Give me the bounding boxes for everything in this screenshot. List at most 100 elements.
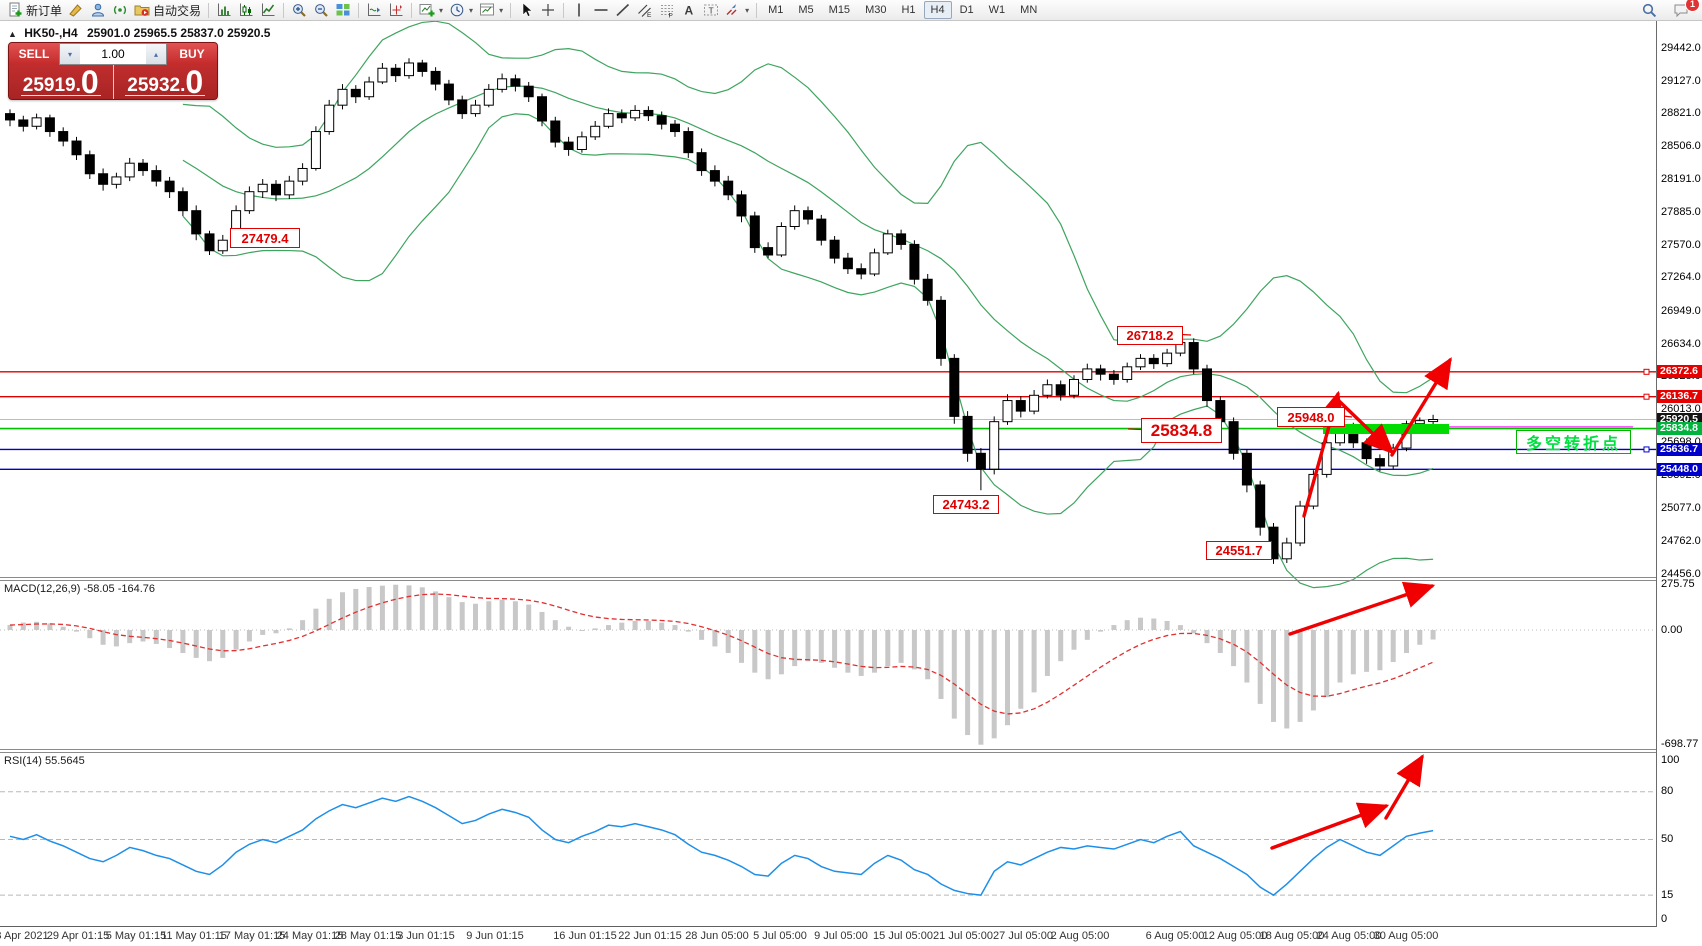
chart-line-button[interactable]: [257, 1, 279, 19]
timeframe-button-d1[interactable]: D1: [959, 4, 974, 16]
vline-tool-button[interactable]: [568, 1, 590, 19]
rsi-line: [9, 795, 1434, 897]
buy-button[interactable]: BUY: [167, 43, 217, 65]
price-axis-border: [1656, 21, 1657, 927]
price-axis-badge: 25448.0: [1657, 462, 1702, 476]
time-axis-label: 28 Jun 05:00: [685, 930, 749, 942]
volume-input[interactable]: [80, 44, 146, 64]
brush-icon[interactable]: [65, 1, 87, 19]
crosshair-tool-button[interactable]: [537, 1, 559, 19]
volume-decrease-button[interactable]: ▾: [60, 44, 80, 64]
timeframe-button-h4[interactable]: H4: [923, 1, 952, 19]
chevron-down-icon[interactable]: ▾: [745, 5, 750, 15]
time-axis-label: 5 Jul 05:00: [753, 930, 807, 942]
fibonacci-tool-icon: F: [661, 5, 674, 18]
new-order-icon: [9, 2, 22, 17]
chevron-down-icon[interactable]: ▾: [469, 5, 474, 15]
zoom-out-icon: [315, 4, 328, 17]
buy-price[interactable]: 25932 . 0: [112, 65, 218, 99]
price-axis-tick: 27264.0: [1661, 271, 1701, 284]
time-axis-label: 9 Jul 05:00: [814, 930, 868, 942]
tile-windows-icon: [336, 4, 350, 16]
notifications-button[interactable]: 1: [1670, 0, 1700, 19]
timeframe-button-h1[interactable]: H1: [901, 4, 916, 16]
panel-separator[interactable]: [0, 577, 1656, 578]
time-axis-label: 27 Jul 05:00: [993, 930, 1053, 942]
hline-tool-icon: [594, 9, 608, 11]
time-axis-label: 15 Jul 05:00: [873, 930, 933, 942]
svg-text:T: T: [709, 6, 714, 16]
time-axis-label: 24 Aug 05:00: [1316, 930, 1382, 942]
price-axis-tick: 24456.0: [1661, 567, 1701, 580]
zoom-in-button[interactable]: [288, 1, 310, 19]
price-annotation[interactable]: 25948.0: [1277, 407, 1345, 427]
period-menu-button[interactable]: ▾: [446, 1, 476, 19]
price-annotation[interactable]: 27479.4: [230, 228, 300, 248]
turning-point-annotation[interactable]: 多空转折点: [1516, 430, 1631, 454]
tile-windows-button[interactable]: [332, 1, 354, 19]
profile-icon[interactable]: [87, 1, 109, 19]
panel-separator[interactable]: [0, 580, 1656, 581]
vline-tool-icon: [578, 3, 580, 17]
arrows-tool-button[interactable]: ▾: [722, 1, 752, 19]
price-annotation[interactable]: 24551.7: [1206, 541, 1272, 560]
symbol-period-label: HK50-,H4: [24, 26, 78, 40]
chevron-down-icon[interactable]: ▾: [439, 5, 444, 15]
signals-icon[interactable]: [109, 1, 131, 19]
add-indicator-button[interactable]: ▾: [416, 1, 446, 19]
trendline-tool-button[interactable]: [612, 1, 634, 19]
time-axis-label: 11 May 01:15: [161, 930, 227, 942]
price-axis-tick: 25077.0: [1661, 501, 1701, 514]
sell-button[interactable]: SELL: [9, 43, 59, 65]
chevron-down-icon[interactable]: ▾: [499, 5, 504, 15]
template-button[interactable]: ▾: [476, 1, 506, 19]
time-axis-label: 30 Aug 05:00: [1373, 930, 1439, 942]
time-axis-label: 29 Apr 01:15: [46, 930, 110, 942]
candlestick-layer: [5, 58, 1439, 564]
collapse-panel-icon[interactable]: ▲: [8, 29, 17, 39]
quote-line: ▲ HK50-,H4 25901.0 25965.5 25837.0 25920…: [8, 26, 270, 40]
trendline-tool-icon: [616, 3, 630, 17]
sell-price[interactable]: 25919 . 0: [9, 65, 113, 99]
panel-separator[interactable]: [0, 749, 1656, 750]
chart-candles-button[interactable]: [235, 1, 257, 19]
toolbar-separator: [563, 2, 565, 18]
label-tool-button[interactable]: T: [700, 1, 722, 19]
timeframe-button-mn[interactable]: MN: [1020, 4, 1038, 16]
horizontal-level-lines[interactable]: [0, 368, 1656, 471]
volume-increase-button[interactable]: ▴: [146, 44, 166, 64]
timeframe-button-w1[interactable]: W1: [988, 4, 1006, 16]
channel-tool-button[interactable]: E: [634, 1, 656, 19]
rsi-axis-tick: 50: [1661, 833, 1674, 845]
price-annotation[interactable]: 25834.8: [1141, 418, 1222, 443]
text-tool-button[interactable]: A: [678, 1, 700, 19]
price-annotation[interactable]: 24743.2: [933, 495, 999, 514]
time-axis-border: [0, 926, 1656, 927]
indicators-window-button[interactable]: [363, 1, 385, 19]
chart-bars-button[interactable]: [213, 1, 235, 19]
fibonacci-tool-button[interactable]: F: [656, 1, 678, 19]
hline-tool-button[interactable]: [590, 1, 612, 19]
price-axis-tick: 29442.0: [1661, 41, 1701, 54]
panel-separator[interactable]: [0, 752, 1656, 753]
label-tool-icon: T: [704, 4, 719, 16]
zoom-out-button[interactable]: [310, 1, 332, 19]
auto-trading-button[interactable]: 自动交易: [131, 1, 204, 20]
cursor-tool-button[interactable]: [515, 1, 537, 19]
timeframe-button-m15[interactable]: M15: [828, 4, 851, 16]
data-window-button[interactable]: [385, 1, 407, 19]
volume-stepper: ▾ ▴: [59, 43, 167, 65]
price-annotation[interactable]: 26718.2: [1117, 326, 1183, 345]
cursor-tool-icon: [522, 2, 533, 17]
trend-arrows[interactable]: [1127, 333, 1452, 850]
timeframe-button-m30[interactable]: M30: [865, 4, 887, 16]
toolbar-separator: [411, 2, 413, 18]
timeframe-button-m5[interactable]: M5: [798, 4, 814, 16]
search-button[interactable]: [1638, 1, 1660, 19]
new-order-button[interactable]: 新订单: [4, 1, 65, 20]
toolbar-separator: [208, 2, 210, 18]
time-axis-label: 18 Aug 05:00: [1259, 930, 1325, 942]
toolbar-separator: [358, 2, 360, 18]
timeframe-button-m1[interactable]: M1: [768, 4, 784, 16]
